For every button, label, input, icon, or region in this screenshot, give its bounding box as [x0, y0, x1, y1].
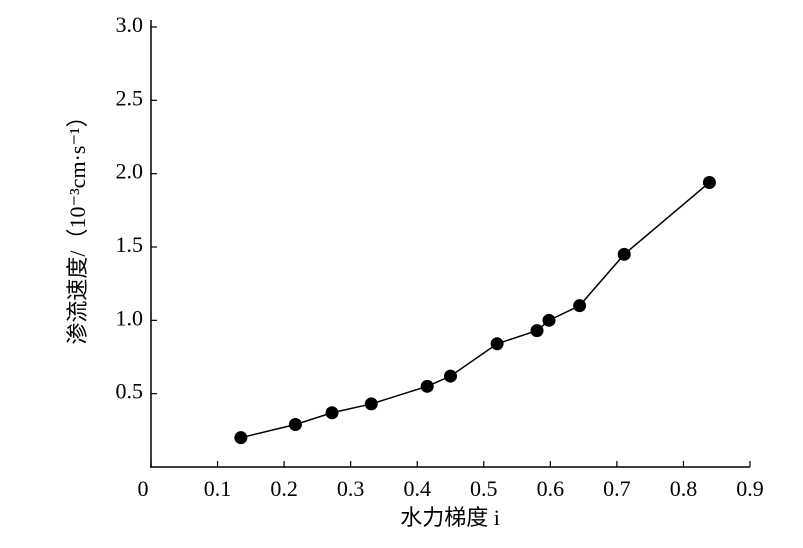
data-point	[617, 247, 631, 261]
x-tick-label: 0.2	[270, 476, 298, 501]
x-tick-label: 0.7	[603, 476, 631, 501]
x-tick-label: 0.5	[470, 476, 498, 501]
data-point	[234, 431, 248, 445]
x-tick-label: 0.1	[204, 476, 232, 501]
x-tick-label: 0.8	[670, 476, 698, 501]
y-axis-label: 渗流速度/（10⁻³cm·s⁻¹）	[65, 105, 90, 344]
y-tick-label: 1.0	[116, 305, 144, 330]
x-tick-label: 0.6	[537, 476, 565, 501]
y-tick-label: 3.0	[116, 12, 144, 37]
data-point	[702, 175, 716, 189]
x-axis-label: 水力梯度 i	[400, 505, 500, 530]
data-point	[573, 299, 587, 313]
data-point	[420, 379, 434, 393]
x-tick-label: 0.4	[403, 476, 431, 501]
y-tick-label: 2.5	[116, 85, 144, 110]
data-point	[325, 406, 339, 420]
series-line	[240, 181, 710, 439]
y-tick-label: 0.5	[116, 379, 144, 404]
y-tick-label: 1.5	[116, 232, 144, 257]
data-point	[364, 397, 378, 411]
x-tick-label: 0.3	[337, 476, 365, 501]
x-tick-label: 0.9	[736, 476, 764, 501]
data-point	[542, 313, 556, 327]
data-point	[490, 337, 504, 351]
data-point	[444, 369, 457, 383]
y-tick-label: 2.0	[116, 159, 144, 184]
data-point	[530, 324, 544, 338]
data-point	[288, 417, 302, 431]
x-tick-label: 0	[138, 476, 149, 501]
